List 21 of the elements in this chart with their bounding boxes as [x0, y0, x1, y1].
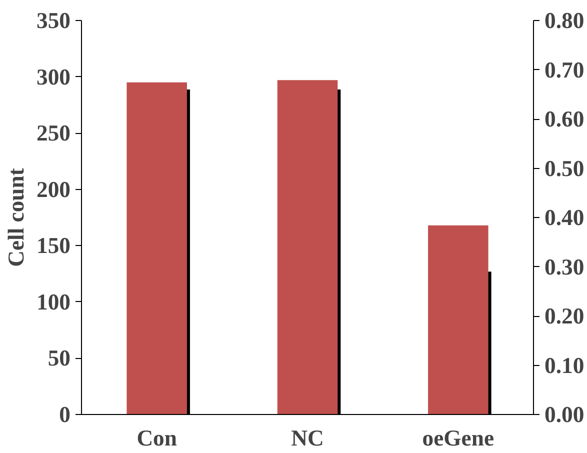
y-tick-label: 0 [59, 402, 70, 427]
x-tick-label: oeGene [422, 426, 494, 450]
x-tick-label: Con [136, 426, 178, 450]
y2-tick-label: 0.70 [544, 57, 584, 82]
y2-tick-label: 0.80 [544, 8, 584, 33]
y-tick-label: 250 [36, 120, 70, 146]
x-tick-label: NC [291, 426, 324, 450]
y-tick-label: 350 [36, 8, 70, 33]
y2-tick-label: 0.60 [544, 106, 584, 132]
y2-tick-label: 0.30 [544, 254, 584, 280]
y-tick-label: 50 [48, 346, 70, 371]
y2-tick-label: 0.50 [544, 156, 584, 181]
y2-tick-label: 0.20 [544, 304, 584, 328]
y-tick-label: 100 [36, 289, 70, 314]
y2-tick-label: 0.40 [544, 205, 584, 230]
y-axis-title: Cell count [4, 168, 29, 267]
y2-tick-label: 0.00 [544, 402, 584, 427]
y-tick-label: 150 [36, 233, 70, 258]
y-tick-label: 300 [36, 64, 70, 90]
y2-tick-label: 0.10 [544, 352, 584, 378]
y-tick-label: 200 [36, 176, 70, 202]
